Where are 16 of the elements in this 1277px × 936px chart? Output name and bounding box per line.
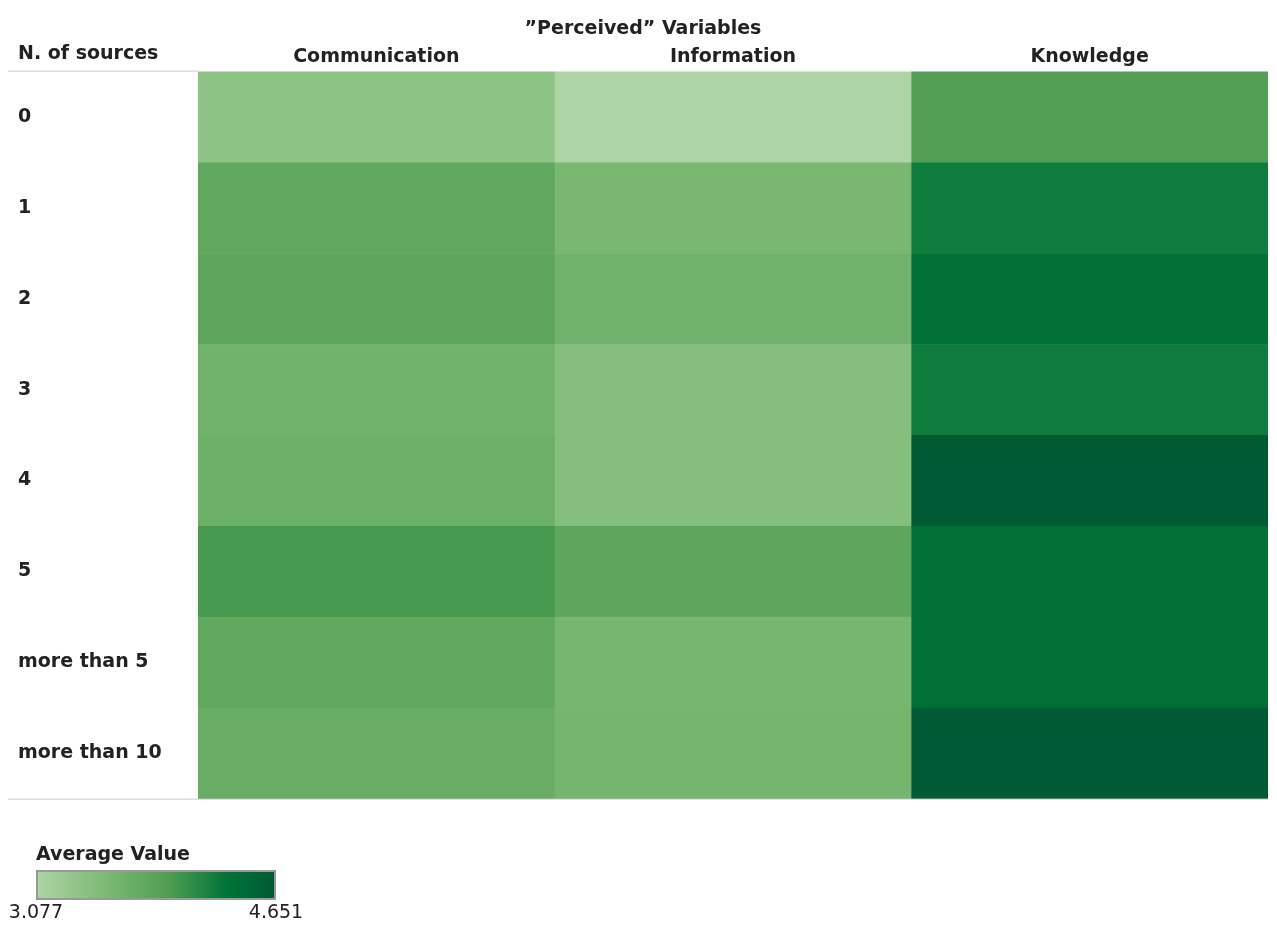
y-tick-label: 3 [18,376,32,399]
color-bar-label: 4.651 [248,900,304,922]
x-tick-label: Communication [293,44,460,67]
x-tick-label: Information [669,44,797,67]
y-tick-label: 0 [18,103,32,126]
y-tick-label: 5 [18,558,32,581]
color-bar-title: Average Value [36,842,191,864]
y-tick-label: 4 [18,467,32,490]
y-tick-label: more than 5 [18,649,149,672]
chart-title: ”Perceived” Variables [524,16,762,39]
y-tick-label: more than 10 [18,740,162,763]
color-bar-label: 3.077 [8,900,64,922]
y-tick-label: 2 [18,285,32,308]
y-tick-label: 1 [18,194,32,217]
y-axis-title: N. of sources [18,40,159,63]
x-tick-label: Knowledge [1030,44,1149,67]
